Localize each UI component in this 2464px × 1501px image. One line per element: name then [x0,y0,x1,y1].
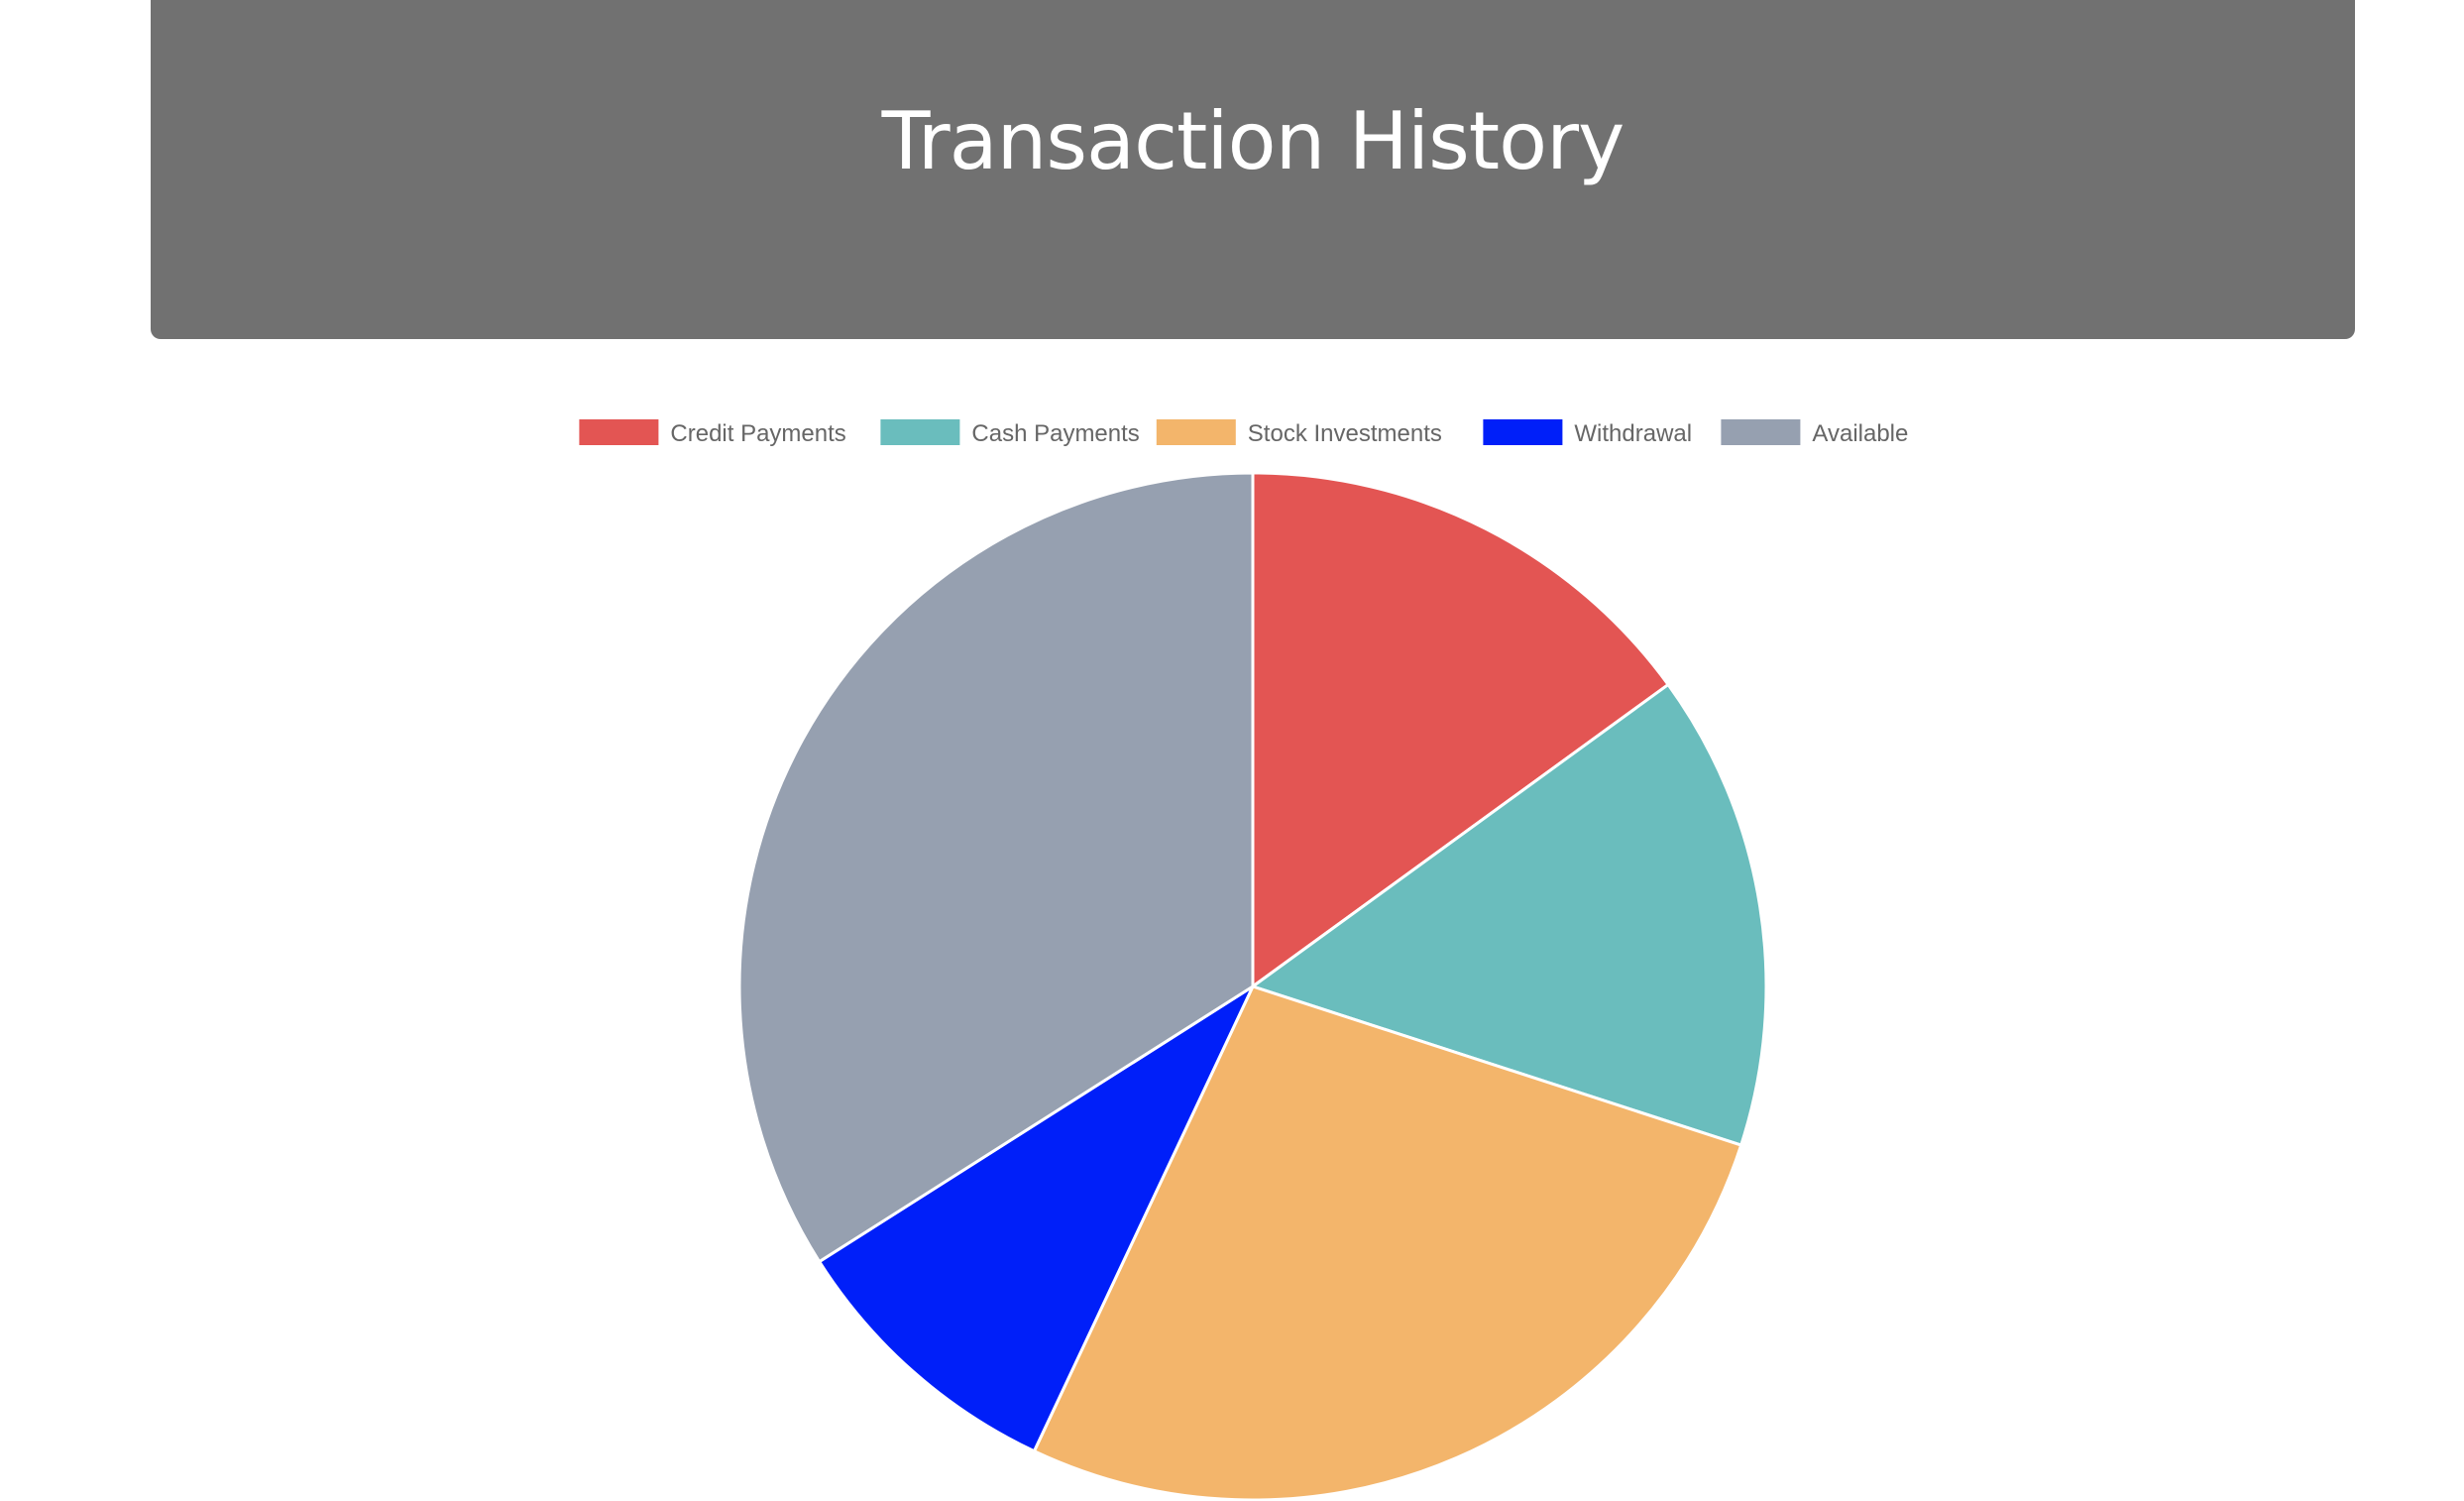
legend-item[interactable]: Withdrawal [1483,419,1692,447]
legend-label: Available [1812,420,1908,447]
legend-item[interactable]: Stock Investments [1156,419,1442,447]
header-banner: Transaction History [151,0,2355,339]
legend-label: Cash Payments [971,420,1139,447]
legend-item[interactable]: Cash Payments [880,419,1140,447]
pie-slice-credit-payments[interactable] [1251,471,1670,988]
legend-label: Stock Investments [1248,420,1442,447]
pie-slice-available[interactable] [737,471,1255,1264]
page-title: Transaction History [881,95,1625,187]
pie-slice-withdrawal[interactable] [818,984,1255,1453]
pie-slices [737,471,1768,1501]
legend-item[interactable]: Credit Payments [579,419,846,447]
chart-legend: Credit Payments Cash Payments Stock Invest… [579,419,1908,447]
legend-swatch [1483,419,1563,445]
legend-label: Withdrawal [1574,420,1692,447]
pie-slice-stock-investments[interactable] [1032,984,1743,1501]
legend-swatch [1721,419,1801,445]
legend-swatch [880,419,960,445]
pie-slice-cash-payments[interactable] [1251,683,1768,1147]
legend-item[interactable]: Available [1721,419,1908,447]
legend-swatch [1156,419,1236,445]
legend-swatch [579,419,659,445]
legend-label: Credit Payments [670,420,845,447]
